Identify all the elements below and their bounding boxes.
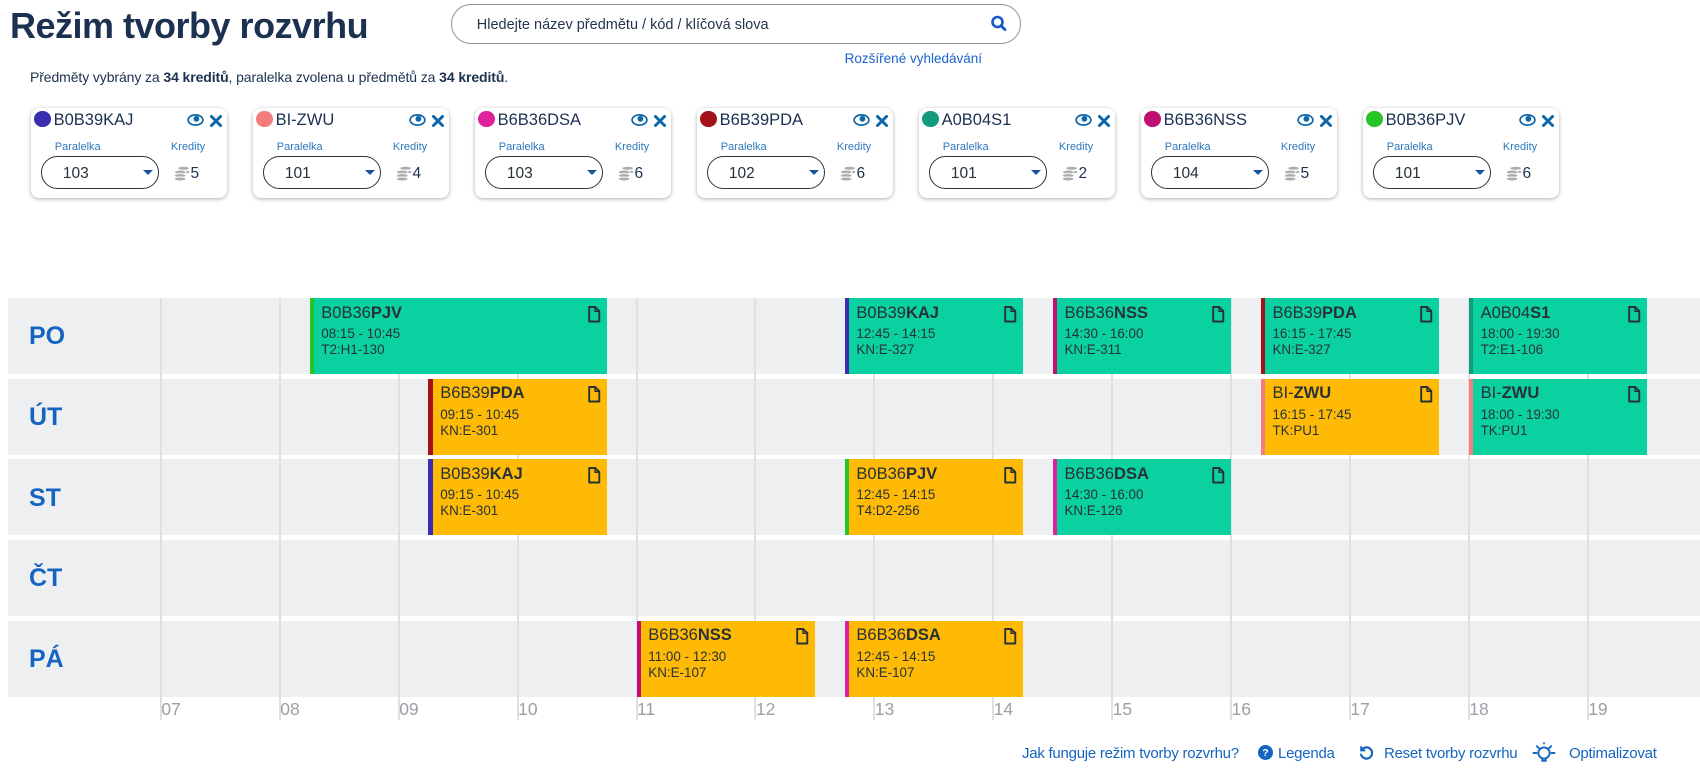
svg-text:?: ?: [1262, 747, 1268, 759]
